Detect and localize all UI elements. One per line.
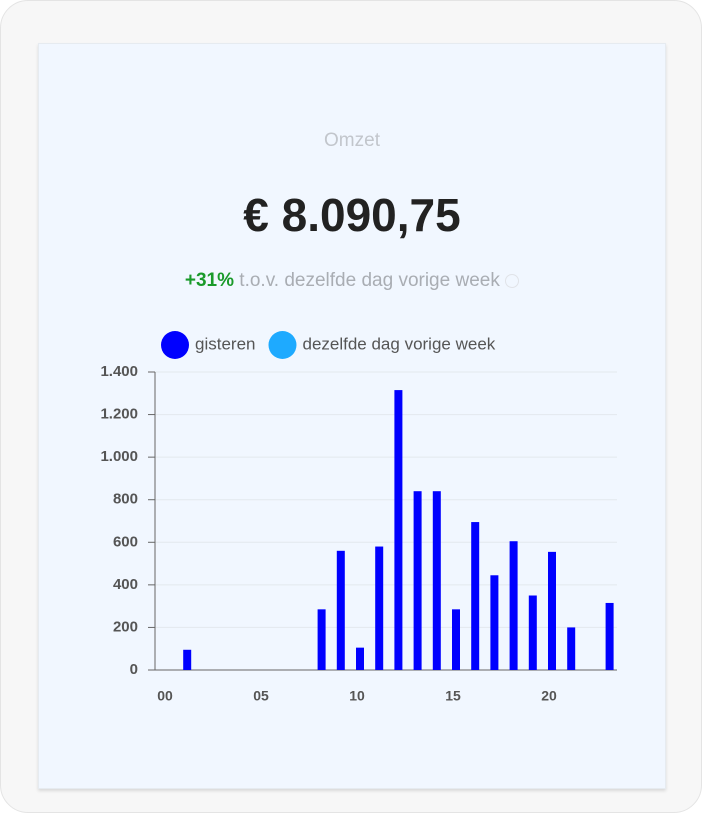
- y-tick-label: 1.000: [100, 448, 138, 465]
- x-tick-label: 15: [445, 688, 461, 704]
- widget-card: Omzet € 8.090,75 +31% t.o.v. dezelfde da…: [38, 43, 666, 789]
- y-tick-label: 800: [113, 491, 138, 508]
- legend-swatch: [268, 331, 297, 359]
- info-icon[interactable]: [505, 273, 520, 288]
- bar: [183, 649, 192, 670]
- bar: [432, 491, 441, 670]
- bar: [452, 609, 460, 670]
- bar: [471, 522, 480, 670]
- bar: [336, 550, 345, 670]
- bar: [356, 647, 364, 670]
- y-tick-label: 0: [130, 661, 138, 678]
- comparison: t.o.v. dezelfde dag vorige week: [239, 270, 500, 291]
- change: +31%: [184, 270, 235, 291]
- bar: [605, 602, 614, 670]
- bar: [548, 551, 556, 670]
- comparison-line: +31% t.o.v. dezelfde dag vorige week: [39, 270, 665, 292]
- y-tick-label: 1.400: [100, 363, 138, 380]
- y-tick-label: 600: [113, 533, 138, 550]
- bar: [413, 491, 422, 670]
- bar: [394, 390, 403, 670]
- bar: [509, 541, 518, 670]
- bar: [317, 609, 326, 670]
- y-tick-label: 400: [113, 576, 138, 593]
- widget-title: Omzet: [324, 130, 380, 151]
- bar: [490, 575, 499, 670]
- x-tick-label: 20: [541, 688, 557, 704]
- bar: [528, 595, 537, 670]
- x-tick-label: 05: [253, 688, 269, 704]
- legend-label: gisteren: [195, 334, 255, 353]
- legend-swatch: [161, 331, 189, 359]
- x-tick-label: 00: [157, 688, 173, 704]
- amount: € 8.090,75: [243, 189, 461, 241]
- x-tick-label: 10: [349, 688, 365, 704]
- bar: [567, 627, 576, 670]
- y-tick-label: 1.200: [100, 406, 138, 423]
- legend-label: dezelfde dag vorige week: [302, 334, 495, 353]
- bar: [375, 546, 384, 670]
- y-tick-label: 200: [113, 618, 138, 635]
